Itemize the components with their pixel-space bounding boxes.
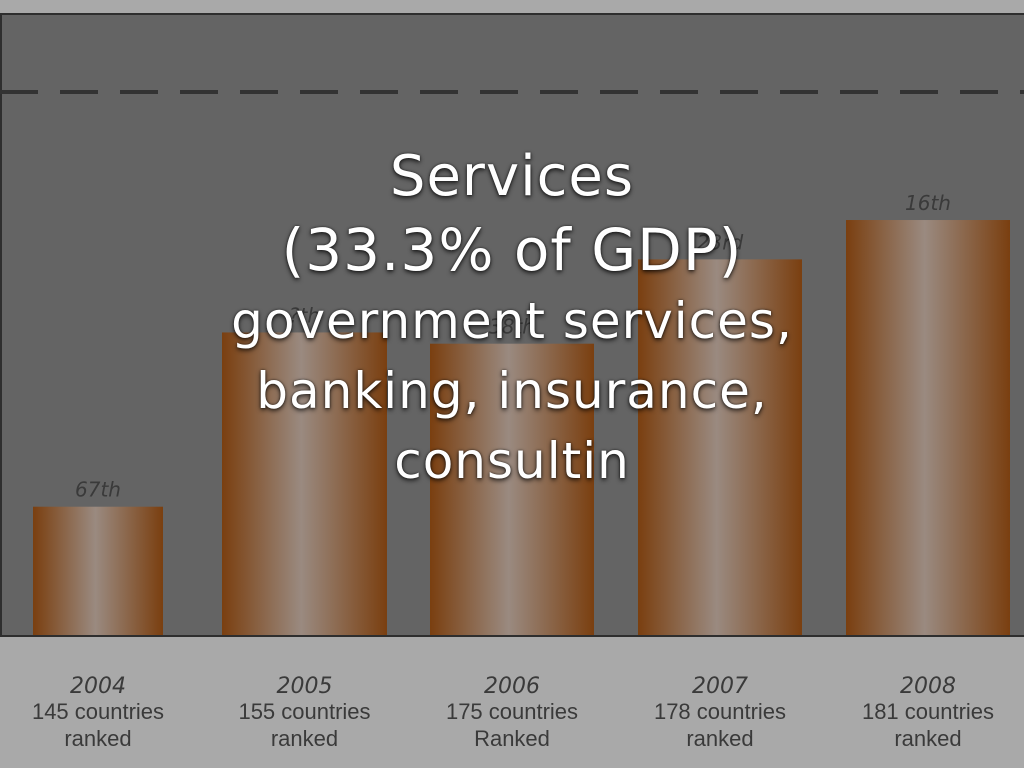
tick-label-2005: 2005 [277, 674, 333, 699]
tick-label-2007: 2007 [692, 674, 748, 699]
bars-group: 67th ?th 38th 23rd 16th [33, 191, 1010, 636]
tick-sublabel-2006-line2: Ranked [474, 726, 550, 751]
data-label-2005: ?th [289, 303, 320, 327]
bar-2008 [846, 220, 1010, 636]
tick-sublabel-2006-line1: 175 countries [446, 699, 578, 724]
bar-2005 [222, 332, 387, 636]
tick-sublabel-2007-line2: ranked [686, 726, 753, 751]
tick-label-2004: 2004 [70, 674, 126, 699]
data-label-2006: 38th [489, 315, 535, 339]
bar-2006 [430, 343, 594, 636]
tick-sublabel-2008-line1: 181 countries [862, 699, 994, 724]
tick-sublabel-2005-line1: 155 countries [238, 699, 370, 724]
data-label-2007: 23rd [697, 230, 744, 254]
tick-sublabel-2005-line2: ranked [271, 726, 338, 751]
data-label-2004: 67th [75, 478, 121, 502]
bar-2007 [638, 259, 802, 636]
tick-sublabel-2004-line2: ranked [64, 726, 131, 751]
tick-sublabel-2004-line1: 145 countries [32, 699, 164, 724]
bar-2004 [33, 506, 163, 636]
tick-sublabel-2007-line1: 178 countries [654, 699, 786, 724]
tick-label-2006: 2006 [484, 674, 540, 699]
tick-sublabel-2008-line2: ranked [894, 726, 961, 751]
tick-label-2008: 2008 [900, 674, 956, 699]
data-label-2008: 16th [905, 191, 951, 215]
